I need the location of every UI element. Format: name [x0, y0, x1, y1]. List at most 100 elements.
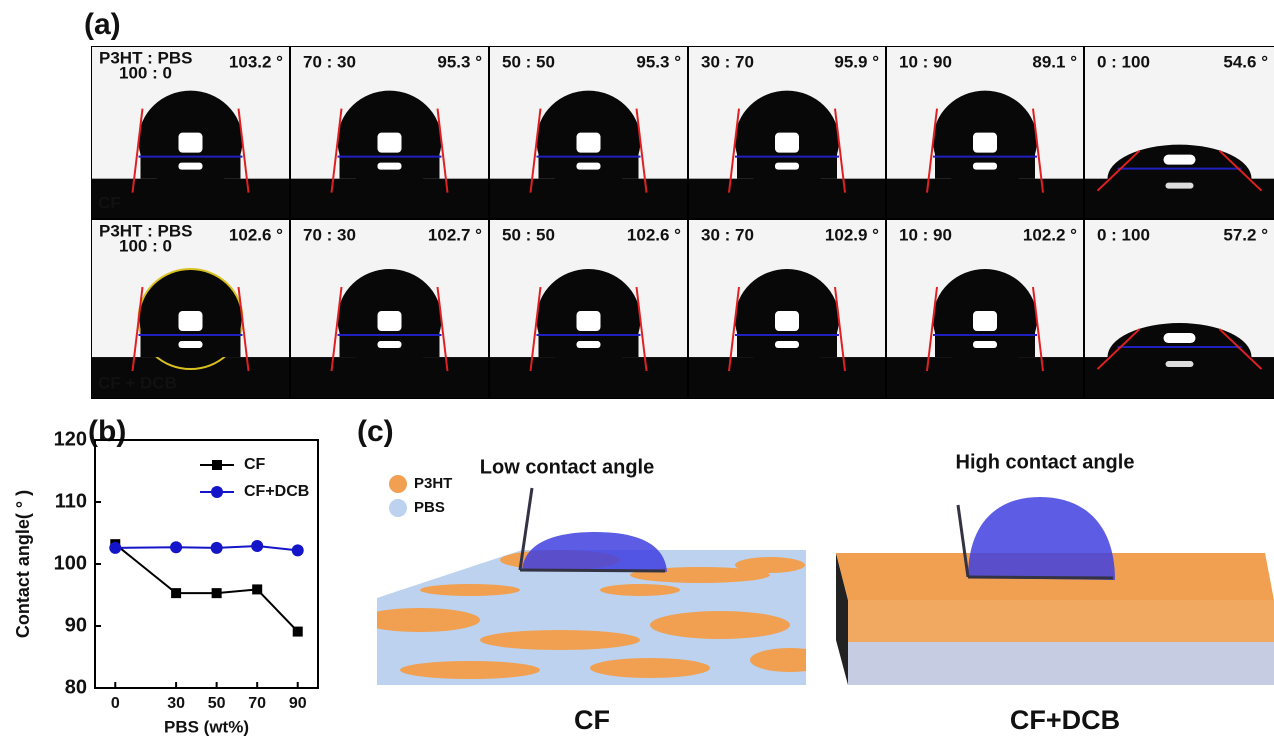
reflection	[775, 163, 799, 170]
reflection	[1166, 361, 1194, 367]
p3ht-domain	[590, 658, 710, 678]
ratio-label: 50 : 50	[502, 52, 555, 71]
row-label: CF	[98, 193, 121, 212]
slab-front-top	[848, 600, 1274, 642]
droplet-image: 10 : 90 102.2 °	[887, 220, 1083, 398]
reflection	[1164, 333, 1196, 343]
ratio-label: 100 : 0	[119, 236, 172, 255]
angle-label: 102.6 °	[229, 225, 283, 244]
angle-label: 102.7 °	[428, 225, 482, 244]
ratio-label: 10 : 90	[899, 52, 952, 71]
y-tick-label: 120	[54, 428, 87, 450]
droplet-image: 0 : 100 54.6 °	[1085, 47, 1274, 218]
reflection	[775, 311, 799, 331]
reflection	[973, 133, 997, 153]
droplet-image: 70 : 30 102.7 °	[291, 220, 488, 398]
caption: CF	[574, 705, 610, 735]
droplet	[522, 532, 667, 572]
legend-label: CF+DCB	[244, 483, 309, 500]
droplet-image: 50 : 50 95.3 °	[490, 47, 687, 218]
reflection	[378, 311, 402, 331]
ratio-label: 70 : 30	[303, 225, 356, 244]
legend-swatch	[389, 499, 407, 517]
y-tick-label: 90	[65, 614, 87, 636]
ratio-label: 0 : 100	[1097, 52, 1150, 71]
slab-front-bottom	[848, 642, 1274, 685]
ratio-label: 30 : 70	[701, 52, 754, 71]
series-line	[115, 544, 297, 631]
reflection	[378, 341, 402, 348]
angle-label: 95.3 °	[636, 52, 681, 71]
p3ht-domain	[600, 584, 680, 596]
figure: (a) (b) (c) P3HT : PBS100 : 0CF103.2 °70…	[0, 0, 1274, 742]
p3ht-domain	[650, 611, 790, 639]
x-axis-label: PBS (wt%)	[164, 717, 249, 736]
p3ht-domain	[400, 661, 540, 679]
legend-label: CF	[244, 456, 266, 473]
droplet-image: 10 : 90 89.1 °	[887, 47, 1083, 218]
legend-label: PBS	[414, 499, 445, 516]
droplet-image: 30 : 70 102.9 °	[689, 220, 885, 398]
p3ht-domain	[480, 630, 640, 650]
angle-label: 102.2 °	[1023, 225, 1077, 244]
droplet-image: 0 : 10057.2 °	[1085, 220, 1274, 398]
baseline	[520, 570, 665, 571]
panel-label: (b)	[88, 415, 126, 448]
angle-label: 103.2 °	[229, 52, 283, 71]
p3ht-domain	[735, 557, 805, 573]
reflection	[179, 133, 203, 153]
ratio-label: 10 : 90	[899, 225, 952, 244]
angle-label: 102.9 °	[825, 225, 879, 244]
reflection	[775, 341, 799, 348]
panel-label: (a)	[84, 8, 121, 41]
ratio-label: 30 : 70	[701, 225, 754, 244]
reflection	[378, 163, 402, 170]
angle-label: 89.1 °	[1032, 52, 1077, 71]
p3ht-domain	[420, 584, 520, 596]
x-tick-label: 30	[167, 695, 185, 712]
marker	[212, 460, 222, 470]
y-axis-label: Contact angle( ° )	[13, 490, 33, 638]
y-tick-label: 80	[65, 676, 87, 698]
droplet	[968, 497, 1115, 580]
angle-label: 95.9 °	[834, 52, 879, 71]
series-line	[115, 546, 297, 550]
reflection	[179, 311, 203, 331]
reflection	[973, 163, 997, 170]
marker	[252, 584, 262, 594]
marker	[211, 542, 223, 554]
ratio-label: 0 : 100	[1097, 225, 1150, 244]
droplet-image: 30 : 70 95.9 °	[689, 47, 885, 218]
reflection	[577, 163, 601, 170]
marker	[292, 544, 304, 556]
panel-label: (c)	[357, 415, 394, 448]
x-tick-label: 0	[111, 695, 120, 712]
y-tick-label: 100	[54, 552, 87, 574]
marker	[293, 627, 303, 637]
baseline	[968, 577, 1113, 578]
legend-swatch	[389, 475, 407, 493]
reflection	[179, 163, 203, 170]
row-label: CF + DCB	[98, 373, 177, 392]
angle-label: 95.3 °	[437, 52, 482, 71]
plot-frame	[95, 440, 318, 688]
ratio-label: 100 : 0	[119, 63, 172, 82]
p3ht-domain	[750, 648, 830, 672]
marker	[170, 541, 182, 553]
y-tick-label: 110	[55, 490, 87, 512]
reflection	[577, 311, 601, 331]
reflection	[577, 341, 601, 348]
caption: CF+DCB	[1010, 705, 1120, 735]
marker	[251, 540, 263, 552]
x-tick-label: 90	[289, 695, 307, 712]
marker	[109, 542, 121, 554]
reflection	[1166, 183, 1194, 189]
reflection	[378, 133, 402, 153]
caption: High contact angle	[956, 451, 1135, 473]
angle-label: 54.6 °	[1223, 52, 1268, 71]
x-tick-label: 50	[208, 695, 226, 712]
reflection	[775, 133, 799, 153]
